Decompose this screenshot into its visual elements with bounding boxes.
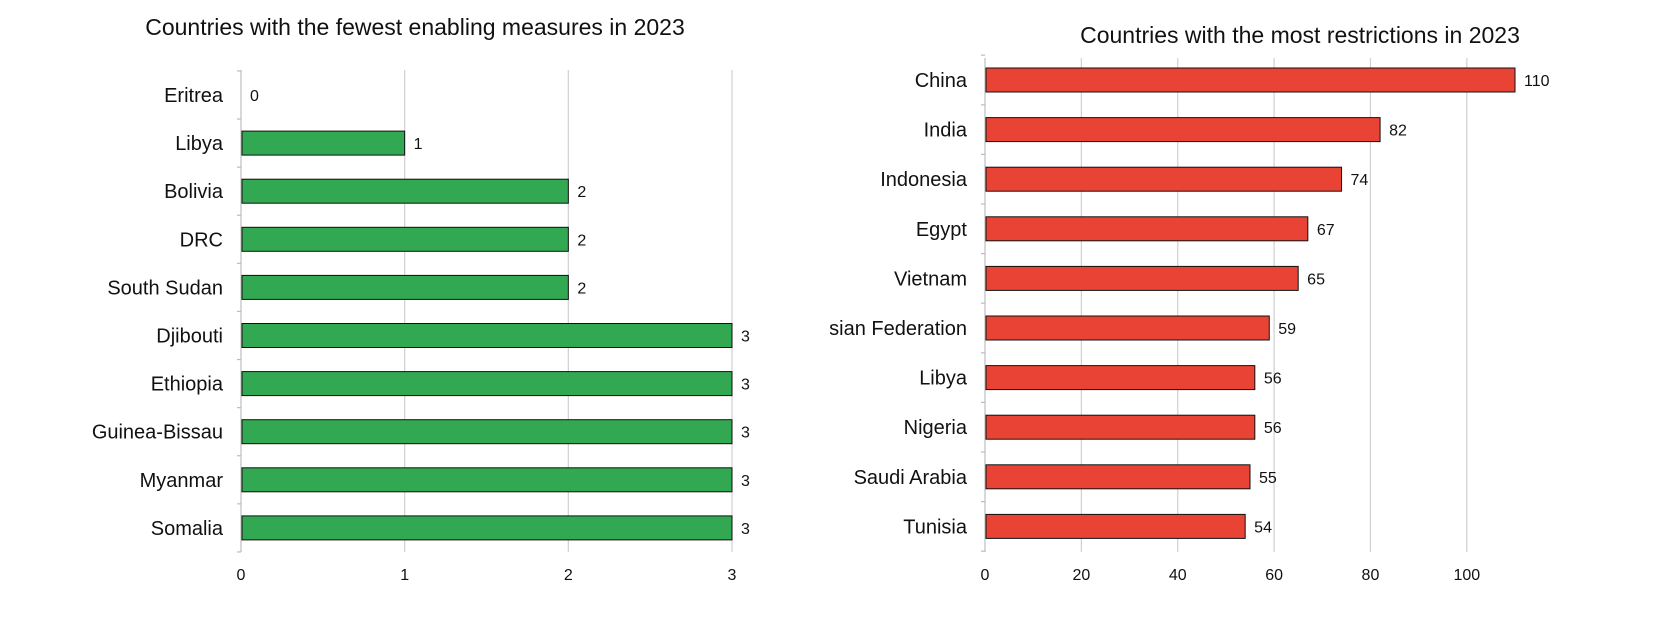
- data-label: 65: [1307, 271, 1325, 288]
- x-tick-label: 20: [1072, 567, 1090, 584]
- data-label: 59: [1278, 321, 1296, 338]
- category-label: Myanmar: [140, 470, 224, 492]
- bar: [241, 178, 569, 204]
- x-tick-label: 2: [564, 567, 573, 584]
- category-label: Guinea-Bissau: [92, 422, 223, 444]
- bar: [985, 117, 1381, 143]
- bar: [241, 467, 733, 493]
- data-label: 0: [250, 88, 259, 105]
- data-label: 3: [741, 521, 750, 538]
- fewest-enabling-measures-chart: Countries with the fewest enabling measu…: [92, 14, 750, 584]
- data-label: 2: [577, 232, 586, 249]
- bar: [985, 414, 1256, 440]
- category-label: Somalia: [151, 518, 224, 540]
- data-label: 56: [1264, 371, 1282, 388]
- data-label: 2: [577, 184, 586, 201]
- category-label: Indonesia: [880, 169, 968, 191]
- bar: [241, 226, 569, 252]
- data-label: 74: [1351, 172, 1369, 189]
- bar: [985, 464, 1251, 490]
- category-label: Vietnam: [894, 268, 967, 290]
- category-label: Egypt: [916, 219, 968, 241]
- bar: [241, 274, 569, 300]
- x-tick-label: 0: [981, 567, 990, 584]
- x-tick-label: 60: [1265, 567, 1283, 584]
- chart-title: Countries with the fewest enabling measu…: [145, 14, 685, 40]
- category-label: South Sudan: [107, 277, 223, 299]
- data-label: 3: [741, 425, 750, 442]
- bar: [985, 315, 1270, 341]
- data-label: 54: [1254, 519, 1272, 536]
- bar: [985, 365, 1256, 391]
- category-label: Djibouti: [156, 326, 223, 348]
- category-label: Eritrea: [164, 85, 224, 107]
- bar: [241, 323, 733, 348]
- bar: [241, 419, 733, 445]
- bar: [985, 166, 1343, 192]
- x-tick-label: 100: [1453, 567, 1480, 584]
- data-label: 56: [1264, 420, 1282, 437]
- most-restrictions-chart: Countries with the most restrictions in …: [830, 22, 1550, 584]
- bar: [985, 216, 1309, 242]
- category-label: Libya: [175, 133, 224, 155]
- x-tick-label: 0: [237, 567, 246, 584]
- data-label: 2: [577, 280, 586, 297]
- bar: [241, 371, 733, 397]
- x-tick-label: 40: [1169, 567, 1187, 584]
- bar: [241, 515, 733, 541]
- x-tick-label: 1: [400, 567, 409, 584]
- bar: [241, 130, 406, 156]
- chart-title: Countries with the most restrictions in …: [1080, 22, 1520, 48]
- data-label: 3: [741, 473, 750, 490]
- x-tick-label: 80: [1362, 567, 1380, 584]
- category-label: Ethiopia: [151, 374, 224, 396]
- data-label: 3: [741, 377, 750, 394]
- category-label: Saudi Arabia: [854, 467, 968, 489]
- data-label: 110: [1524, 73, 1550, 90]
- data-label: 67: [1317, 222, 1335, 239]
- category-label: China: [915, 70, 968, 92]
- category-label: Bolivia: [164, 181, 224, 203]
- category-label: Russian Federation: [830, 318, 967, 340]
- bar: [985, 67, 1516, 93]
- data-label: 3: [741, 329, 750, 346]
- data-label: 82: [1389, 123, 1407, 140]
- category-label: Nigeria: [904, 417, 968, 439]
- category-label: Libya: [919, 368, 968, 390]
- bar: [985, 513, 1246, 539]
- data-label: 1: [414, 136, 423, 153]
- category-label: DRC: [180, 229, 223, 251]
- category-label: India: [924, 120, 968, 142]
- bar: [985, 265, 1299, 291]
- data-label: 55: [1259, 470, 1277, 487]
- x-tick-label: 3: [728, 567, 737, 584]
- category-label: Tunisia: [903, 516, 968, 538]
